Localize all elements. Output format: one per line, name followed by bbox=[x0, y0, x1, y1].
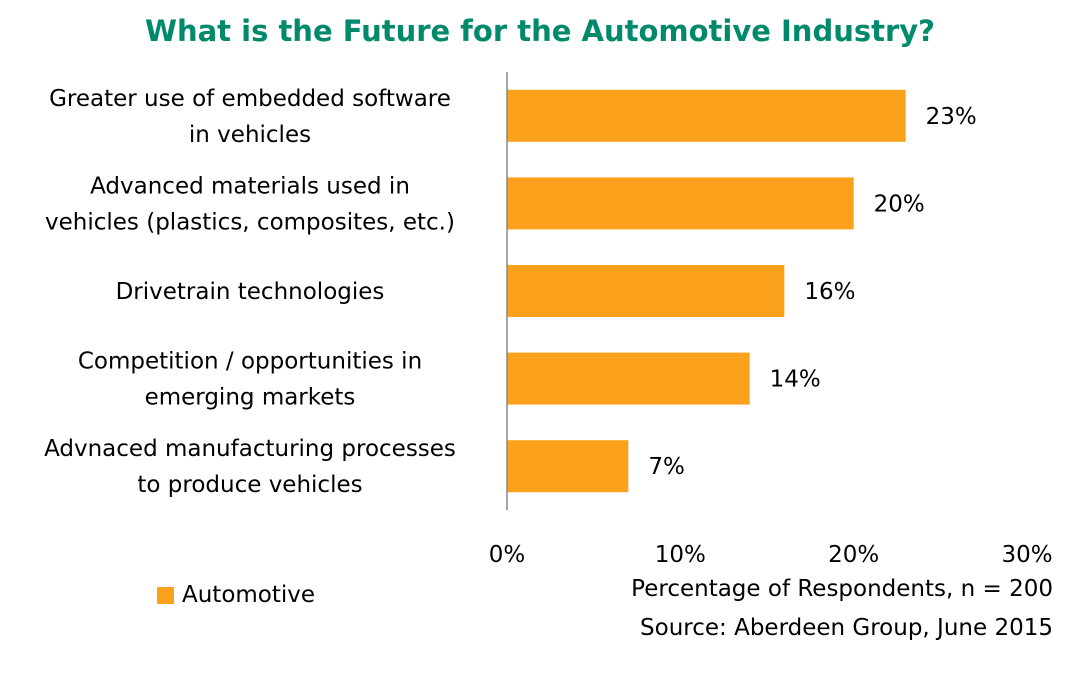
data-label: 14% bbox=[770, 367, 821, 393]
category-label: vehicles (plastics, composites, etc.) bbox=[45, 209, 455, 235]
category-label: Drivetrain technologies bbox=[116, 279, 385, 305]
bar bbox=[507, 440, 629, 493]
bar bbox=[507, 177, 854, 230]
legend: Automotive bbox=[157, 582, 315, 608]
data-label: 7% bbox=[648, 454, 685, 480]
x-tick-label: 20% bbox=[828, 542, 879, 568]
legend-label: Automotive bbox=[182, 582, 316, 608]
x-tick-label: 10% bbox=[655, 542, 706, 568]
bar bbox=[507, 265, 785, 317]
x-tick-label: 0% bbox=[489, 542, 526, 568]
category-label: to produce vehicles bbox=[137, 472, 362, 498]
category-label: Advnaced manufacturing processes bbox=[44, 436, 456, 462]
category-label: Advanced materials used in bbox=[90, 173, 410, 199]
category-label: Competition / opportunities in bbox=[78, 349, 422, 375]
category-label: emerging markets bbox=[145, 385, 356, 411]
chart-title: What is the Future for the Automotive In… bbox=[144, 14, 935, 48]
bar bbox=[507, 352, 750, 405]
x-tick-label: 30% bbox=[1001, 542, 1052, 568]
data-label: 20% bbox=[874, 191, 925, 217]
category-label: in vehicles bbox=[189, 122, 311, 148]
bar bbox=[507, 89, 906, 142]
legend-swatch bbox=[157, 586, 174, 604]
category-label: Greater use of embedded software bbox=[49, 86, 451, 112]
data-label: 23% bbox=[926, 104, 977, 130]
source-note: Source: Aberdeen Group, June 2015 bbox=[640, 615, 1053, 641]
x-axis-label: Percentage of Respondents, n = 200 bbox=[631, 576, 1053, 602]
data-label: 16% bbox=[804, 279, 855, 305]
